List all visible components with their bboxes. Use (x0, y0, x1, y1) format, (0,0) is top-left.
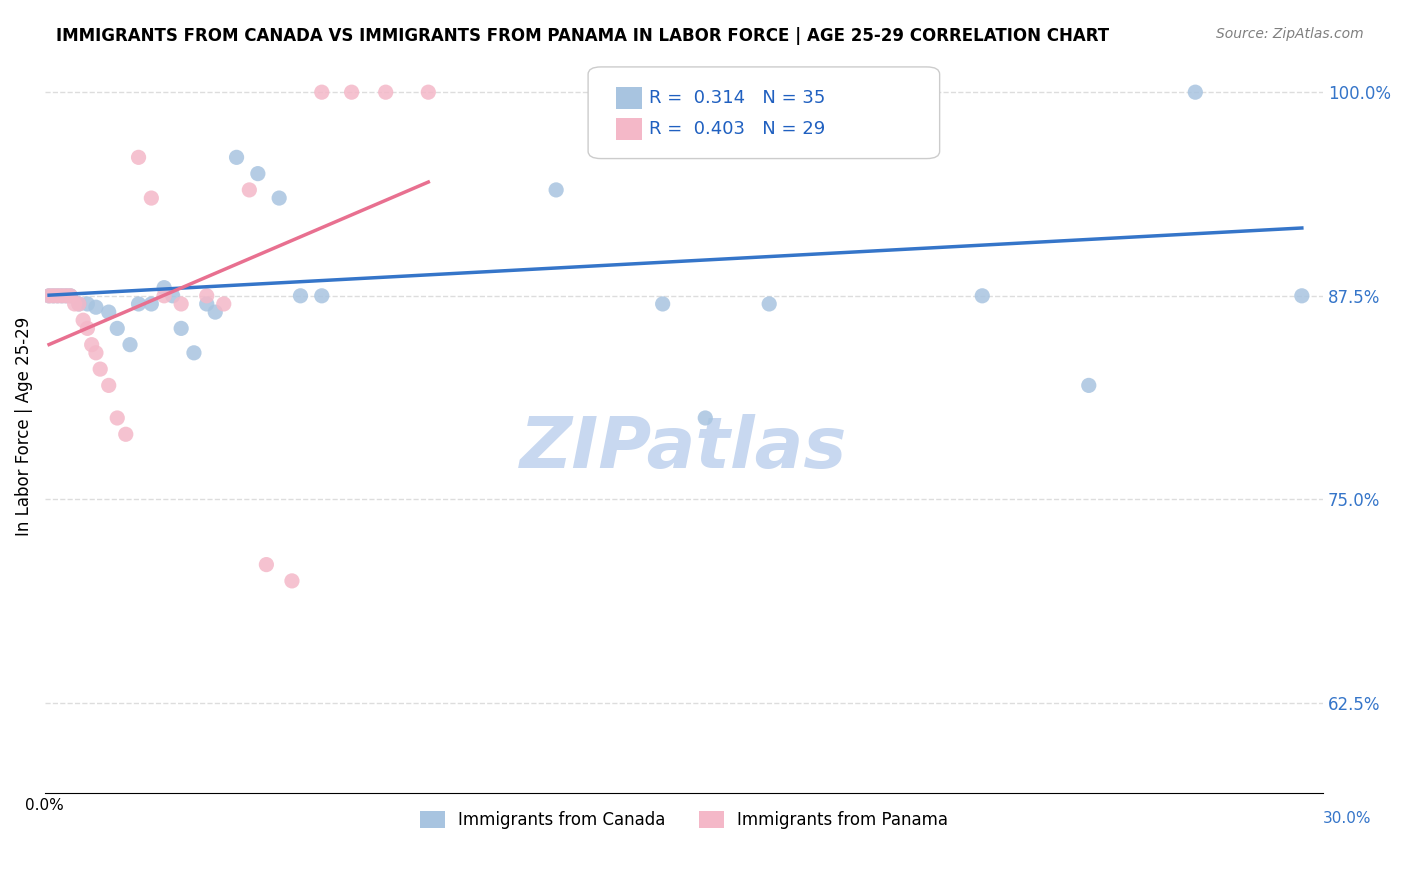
Legend: Immigrants from Canada, Immigrants from Panama: Immigrants from Canada, Immigrants from … (413, 804, 955, 836)
Point (46, 289, 69, 303)
Point (84, 300, 107, 314)
Point (141, 191, 163, 205)
Point (97, 305, 120, 319)
Text: R =  0.403   N = 29: R = 0.403 N = 29 (650, 120, 825, 138)
Point (72, 313, 94, 327)
Point (38, 289, 60, 303)
Point (374, 85, 396, 99)
Point (195, 297, 218, 311)
FancyBboxPatch shape (616, 87, 641, 109)
FancyBboxPatch shape (616, 119, 641, 140)
Point (311, 289, 333, 303)
Text: Source: ZipAtlas.com: Source: ZipAtlas.com (1216, 27, 1364, 41)
Point (105, 321, 128, 335)
Point (311, 85, 333, 99)
Point (128, 297, 150, 311)
Point (105, 411, 128, 425)
Point (97, 378, 120, 392)
Point (114, 427, 136, 442)
Text: IMMIGRANTS FROM CANADA VS IMMIGRANTS FROM PANAMA IN LABOR FORCE | AGE 25-29 CORR: IMMIGRANTS FROM CANADA VS IMMIGRANTS FRO… (56, 27, 1109, 45)
Point (588, 85, 610, 99)
Point (225, 150, 247, 164)
Point (269, 191, 291, 205)
Point (1291, 289, 1313, 303)
Point (76, 321, 98, 335)
Point (63, 297, 86, 311)
Point (153, 280, 176, 294)
Point (418, 85, 440, 99)
Point (67, 297, 90, 311)
Point (84, 346, 107, 360)
Point (204, 305, 226, 319)
Point (651, 297, 673, 311)
Point (141, 297, 163, 311)
Text: R =  0.314   N = 35: R = 0.314 N = 35 (650, 88, 825, 107)
Point (128, 150, 150, 164)
Text: 30.0%: 30.0% (1323, 811, 1372, 826)
Point (55, 289, 77, 303)
Point (42, 289, 65, 303)
Point (162, 289, 184, 303)
Point (340, 85, 363, 99)
Text: ZIPatlas: ZIPatlas (520, 414, 848, 483)
Point (281, 574, 304, 588)
Point (59, 289, 82, 303)
Point (76, 297, 98, 311)
Point (695, 411, 717, 425)
FancyBboxPatch shape (588, 67, 939, 159)
Point (42, 289, 65, 303)
Point (89, 362, 111, 376)
Point (55, 289, 77, 303)
Point (38, 289, 60, 303)
Point (80, 337, 103, 351)
Point (51, 289, 73, 303)
Point (51, 289, 73, 303)
Point (46, 289, 69, 303)
Y-axis label: In Labor Force | Age 25-29: In Labor Force | Age 25-29 (15, 317, 32, 536)
Point (823, 85, 845, 99)
Point (170, 321, 193, 335)
Point (170, 297, 193, 311)
Point (758, 297, 780, 311)
Point (212, 297, 235, 311)
Point (59, 289, 82, 303)
Point (254, 558, 277, 572)
Point (183, 346, 205, 360)
Point (238, 183, 260, 197)
Point (153, 289, 176, 303)
Point (1077, 378, 1099, 392)
Point (195, 289, 218, 303)
Point (118, 337, 141, 351)
Point (290, 289, 312, 303)
Point (67, 297, 90, 311)
Point (546, 183, 568, 197)
Point (1184, 85, 1206, 99)
Point (246, 167, 269, 181)
Point (972, 289, 994, 303)
